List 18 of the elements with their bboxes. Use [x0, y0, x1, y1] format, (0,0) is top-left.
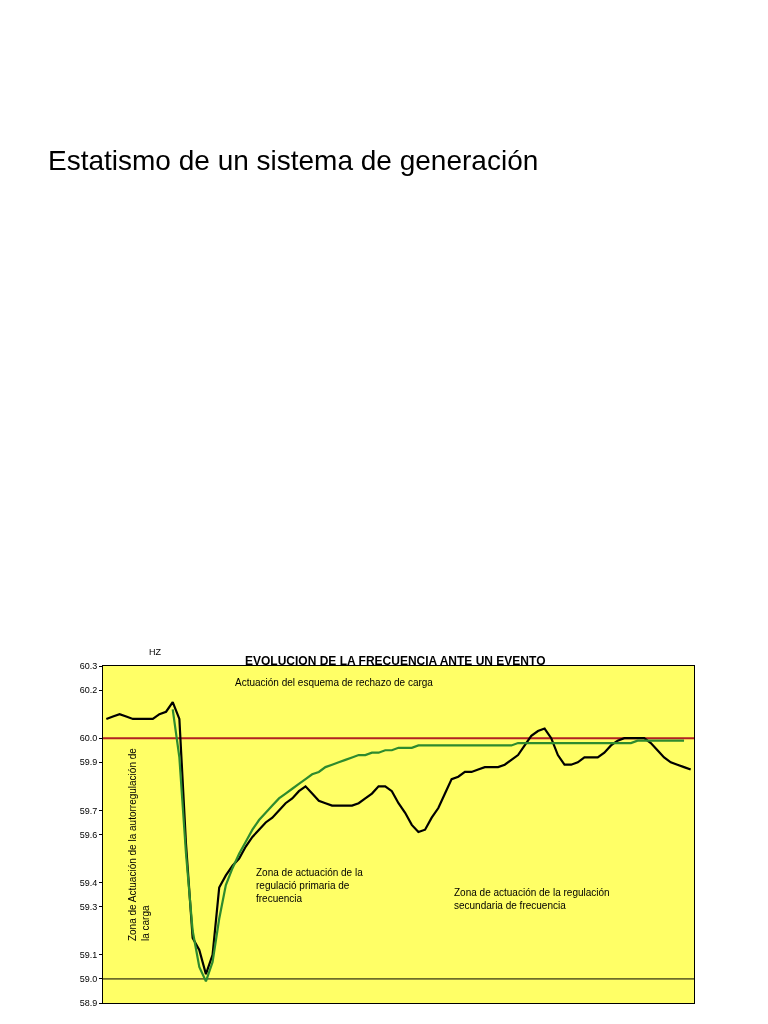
annotation: Zona de Actuación de la autorregulación de la carga — [126, 747, 151, 942]
annotation: Zona de actuación de la regulación secundaria de frecuencia — [454, 887, 610, 911]
y-tick-label: 59.4 — [79, 877, 98, 888]
y-tick-label: 60.0 — [79, 733, 98, 744]
y-tick-label: 60.2 — [79, 685, 98, 696]
y-tick-label: 58.9 — [79, 998, 98, 1009]
y-tick-label: 59.9 — [79, 757, 98, 768]
chart-subtitle: EVOLUCION DE LA FRECUENCIA ANTE UN EVENTO — [245, 654, 546, 668]
y-tick-label: 59.6 — [79, 829, 98, 840]
chart-title: Estatismo de un sistema de generación — [48, 144, 539, 176]
annotation: Zona de actuación de la regulació primaria de frecuencia — [256, 867, 364, 904]
y-axis-title: HZ — [149, 647, 162, 657]
y-tick-label: 59.3 — [79, 901, 98, 912]
y-tick-label: 59.1 — [79, 950, 98, 961]
y-tick-label: 59.7 — [79, 805, 98, 816]
y-tick-label: 60.3 — [79, 661, 98, 672]
annotation: Actuación del esquema de rechazo de carga — [235, 677, 434, 688]
y-tick-label: 59.0 — [79, 974, 98, 985]
